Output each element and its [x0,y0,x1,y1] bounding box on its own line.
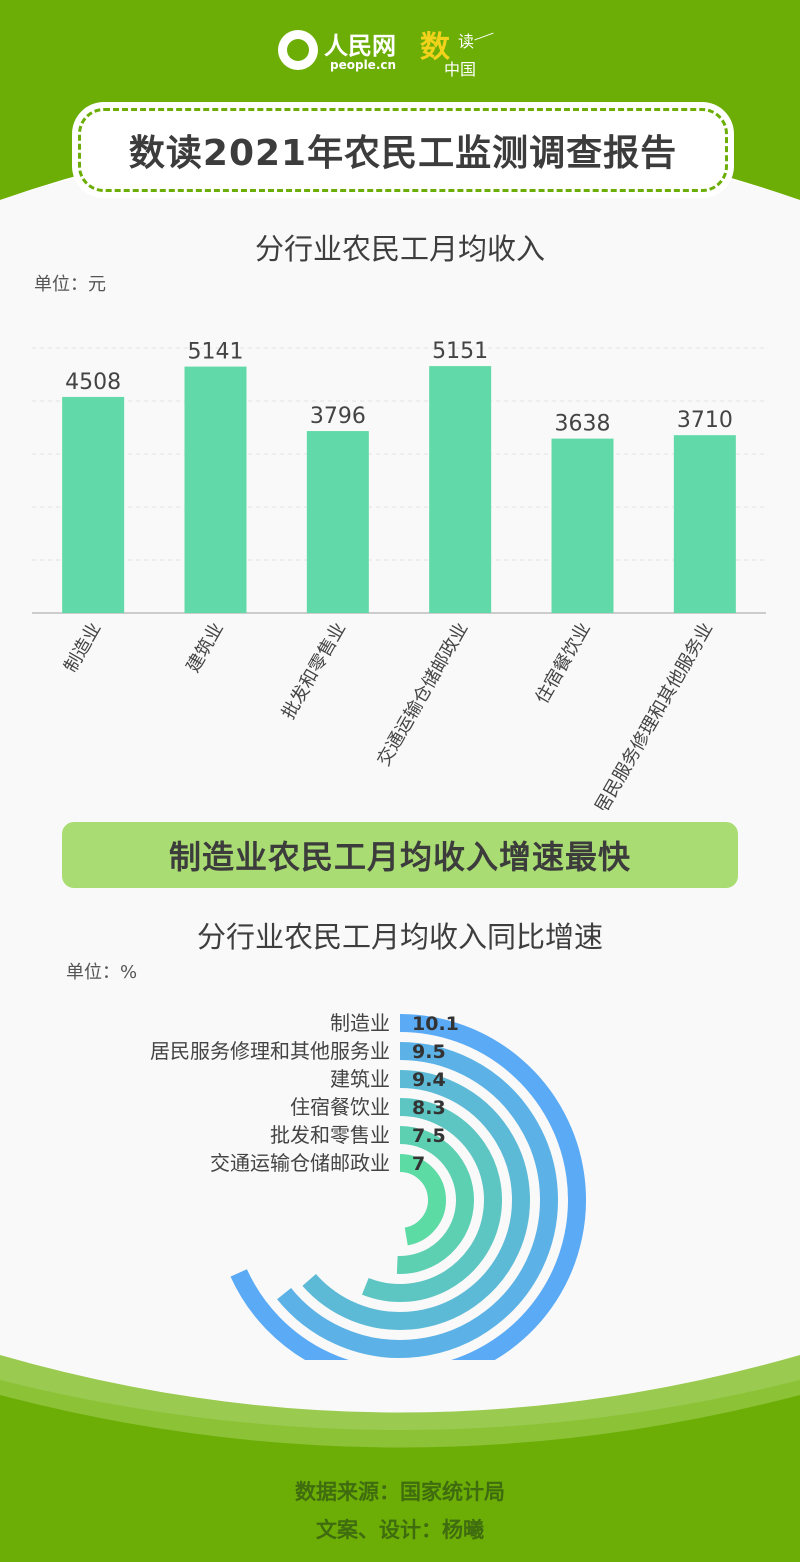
logo-shu: 数 [420,30,450,65]
bar [306,431,369,613]
radial-category-label: 交通运输仓储邮政业 [210,1151,390,1175]
radial-value-label: 10.1 [412,1013,459,1035]
bar-chart-title: 分行业农民工月均收入 [254,232,545,266]
radial-category-label: 批发和零售业 [270,1123,390,1147]
radial-chart-unit: 单位：% [66,962,138,983]
credits: 文案、设计：杨曦 [316,1518,484,1542]
radial-bar-chart: 10.1 制造业 9.5 居民服务修理和其他服务业 9.4 建筑业 8.3 住宿餐饮业 7.5 批… [150,1011,586,1360]
bar [429,366,492,613]
bar [62,396,125,613]
x-tick-label: 批发和零售业 [278,619,350,723]
people-cn-logo: 人民网 people.cn 数 读 中国 [278,22,518,82]
logo-text-en: people.cn [330,58,397,72]
bar-value-label: 4508 [65,370,121,395]
x-tick-label: 住宿餐饮业 [532,619,595,707]
radial-value-label: 7 [412,1153,425,1175]
data-source: 数据来源：国家统计局 [295,1480,505,1504]
bar-value-label: 5151 [432,339,488,364]
x-tick-label: 建筑业 [183,619,228,676]
page-title: 数读2021年农民工监测调查报告 [128,133,678,174]
x-tick-label: 交通运输仓储邮政业 [373,619,472,770]
radial-category-label: 制造业 [330,1011,390,1035]
x-tick-label: 制造业 [60,619,105,676]
radial-category-label: 建筑业 [330,1067,390,1091]
bar [673,435,736,613]
logo-du: 读 [458,32,475,51]
bar-value-label: 3710 [677,408,733,433]
logo-zhongguo: 中国 [444,60,477,79]
bar-chart-unit: 单位：元 [34,274,106,295]
radial-bar [277,1042,558,1358]
radial-value-label: 8.3 [412,1097,446,1119]
radial-bar [396,1126,474,1274]
radial-bar [361,1098,502,1302]
x-tick-label: 居民服务修理和其他服务业 [591,619,717,810]
bar-value-label: 3638 [555,412,611,437]
highlight-banner: 制造业农民工月均收入增速最快 [62,822,738,888]
bar [184,366,247,613]
bar-value-label: 3796 [310,404,366,429]
logo-decor-line [474,32,494,41]
logo-text-cn: 人民网 [324,31,396,60]
logo-emblem [278,30,318,70]
radial-category-label: 居民服务修理和其他服务业 [150,1039,390,1063]
banner-text: 制造业农民工月均收入增速最快 [168,838,631,876]
radial-category-label: 住宿餐饮业 [290,1095,390,1119]
radial-value-label: 9.5 [412,1041,446,1063]
radial-bar [302,1070,530,1330]
radial-value-label: 9.4 [412,1069,446,1091]
bar [551,438,614,613]
radial-chart-title: 分行业农民工月均收入同比增速 [196,920,603,954]
radial-bar [399,1154,446,1246]
title-box: 数读2021年农民工监测调查报告 [78,108,728,192]
bar-chart: 4508 制造业 5141 建筑业 3796 批发和零售业 5151 交通运输仓储邮政业 363… [32,339,766,810]
bar-value-label: 5141 [188,340,244,365]
radial-value-label: 7.5 [412,1125,446,1147]
radial-bar [230,1014,586,1360]
